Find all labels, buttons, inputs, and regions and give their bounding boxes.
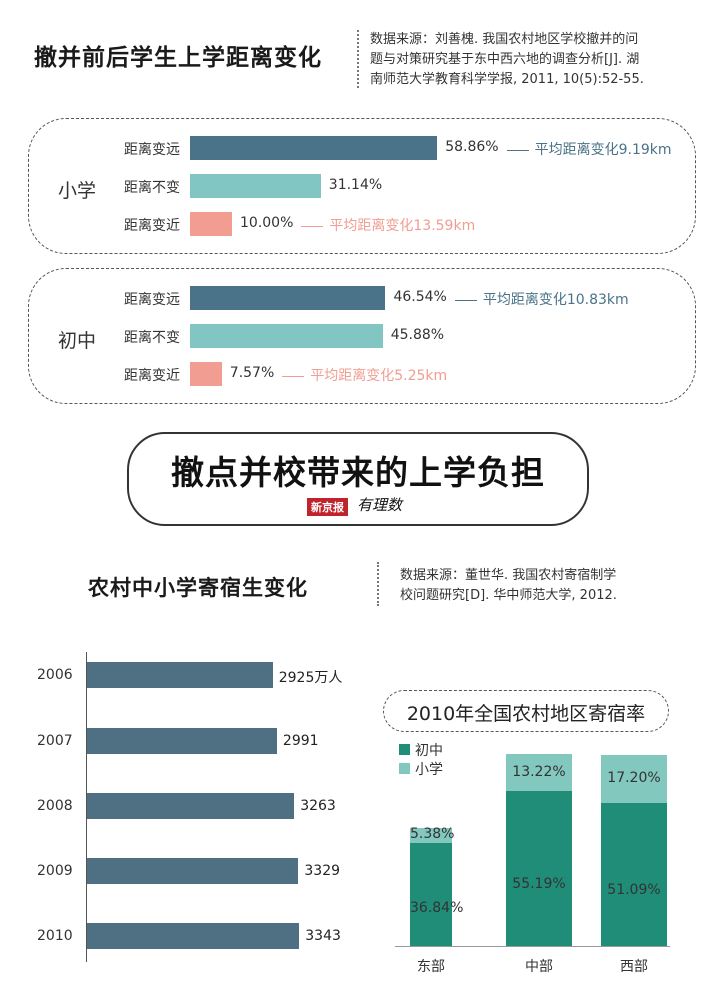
group-box-primary xyxy=(28,118,696,254)
bar xyxy=(190,174,321,198)
note-text: 平均距离变化10.83km xyxy=(482,292,629,308)
value-label: 3329 xyxy=(304,863,341,879)
bar xyxy=(87,923,300,949)
stack-segment xyxy=(601,754,667,803)
section2-title: 农村中小学寄宿生变化 xyxy=(88,576,308,600)
note-text: 平均距离变化9.19km xyxy=(534,142,672,158)
value-label: 36.84% xyxy=(410,899,464,916)
region-label: 中部 xyxy=(525,959,553,975)
stack-segment xyxy=(410,842,452,946)
value-label: 45.88% xyxy=(390,327,445,343)
group-name: 小学 xyxy=(58,180,97,202)
source-line: 数据来源：董世华. 我国农村寄宿制学 xyxy=(400,568,617,583)
bar xyxy=(87,858,299,884)
section2-source: 数据来源：董世华. 我国农村寄宿制学 校问题研究[D]. 华中师范大学, 201… xyxy=(400,566,700,606)
note-connector xyxy=(301,225,324,227)
year-label: 2008 xyxy=(37,798,73,814)
value-label: 3343 xyxy=(305,928,341,944)
note-text: 平均距离变化5.25km xyxy=(310,368,448,384)
value-label: 7.57% xyxy=(229,365,275,381)
group-name: 初中 xyxy=(58,330,97,352)
bar xyxy=(190,286,386,310)
bar xyxy=(87,793,295,819)
bar xyxy=(190,324,383,348)
source-line: 校问题研究[D]. 华中师范大学, 2012. xyxy=(400,588,617,603)
region-label: 西部 xyxy=(620,959,648,975)
stack-segment xyxy=(506,754,572,792)
legend-swatch xyxy=(399,763,410,774)
value-label: 5.38% xyxy=(410,826,455,843)
stack-segment xyxy=(410,827,452,843)
row-label: 距离变远 xyxy=(124,292,180,308)
stacked-baseline xyxy=(395,946,670,947)
stacked-chart-title-pill: 2010年全国农村地区寄宿率 xyxy=(383,690,669,732)
row-label: 距离变远 xyxy=(124,142,180,158)
value-label: 55.19% xyxy=(512,876,566,893)
year-label: 2006 xyxy=(37,667,73,683)
stack-segment xyxy=(506,791,572,946)
section1-title: 撤并前后学生上学距离变化 xyxy=(34,45,322,71)
column-logo: 有理数 xyxy=(357,496,403,514)
value-label: 51.09% xyxy=(607,881,661,898)
avg-distance-note: 平均距离变化10.83km xyxy=(454,289,629,309)
note-connector xyxy=(506,149,529,151)
avg-distance-note: 平均距离变化13.59km xyxy=(301,215,475,235)
stack-segment xyxy=(601,802,667,946)
source-line: 数据来源：刘善槐. 我国农村地区学校撤并的问 xyxy=(370,32,639,47)
group-box-middle xyxy=(28,268,696,404)
note-text: 平均距离变化13.59km xyxy=(329,218,476,234)
note-connector xyxy=(282,375,305,377)
source-line: 南师范大学教育科学学报, 2011, 10(5):52-55. xyxy=(370,72,644,87)
legend-label: 小学 xyxy=(415,762,443,778)
value-label: 10.00% xyxy=(240,215,294,231)
source-divider xyxy=(357,30,359,88)
legend-swatch xyxy=(399,744,410,755)
bar xyxy=(87,728,277,754)
year-label: 2007 xyxy=(37,733,73,749)
row-label: 距离变近 xyxy=(124,218,180,234)
year-label: 2009 xyxy=(37,863,73,879)
region-label: 东部 xyxy=(417,959,445,975)
value-label: 58.86% xyxy=(445,139,499,155)
value-label: 31.14% xyxy=(328,177,383,193)
newspaper-logo: 新京报 xyxy=(307,498,348,516)
value-label: 46.54% xyxy=(393,289,447,305)
source-divider xyxy=(377,562,379,606)
avg-distance-note: 平均距离变化9.19km xyxy=(506,139,672,159)
value-label: 17.20% xyxy=(607,769,661,786)
bar xyxy=(190,362,222,386)
value-label: 3263 xyxy=(300,798,336,814)
value-label: 2991 xyxy=(282,733,319,749)
bar xyxy=(87,662,273,688)
row-label: 距离不变 xyxy=(124,180,180,196)
avg-distance-note: 平均距离变化5.25km xyxy=(282,365,447,385)
note-connector xyxy=(454,299,477,301)
source-line: 题与对策研究基于东中西六地的调查分析[J]. 湖 xyxy=(370,52,640,67)
row-label: 距离变近 xyxy=(124,368,180,384)
bar xyxy=(190,212,232,236)
stacked-chart-title: 2010年全国农村地区寄宿率 xyxy=(406,703,646,725)
legend-label: 初中 xyxy=(415,743,443,759)
row-label: 距离不变 xyxy=(124,330,180,346)
banner-title: 撤点并校带来的上学负担 xyxy=(171,453,545,492)
bar xyxy=(190,136,438,160)
headline-banner: 撤点并校带来的上学负担 新京报 有理数 xyxy=(127,432,589,526)
section1-source: 数据来源：刘善槐. 我国农村地区学校撤并的问 题与对策研究基于东中西六地的调查分… xyxy=(370,30,715,90)
y-axis-line xyxy=(86,652,87,962)
value-label: 13.22% xyxy=(512,763,566,780)
year-label: 2010 xyxy=(37,928,73,944)
value-label: 2925万人 xyxy=(278,670,343,686)
